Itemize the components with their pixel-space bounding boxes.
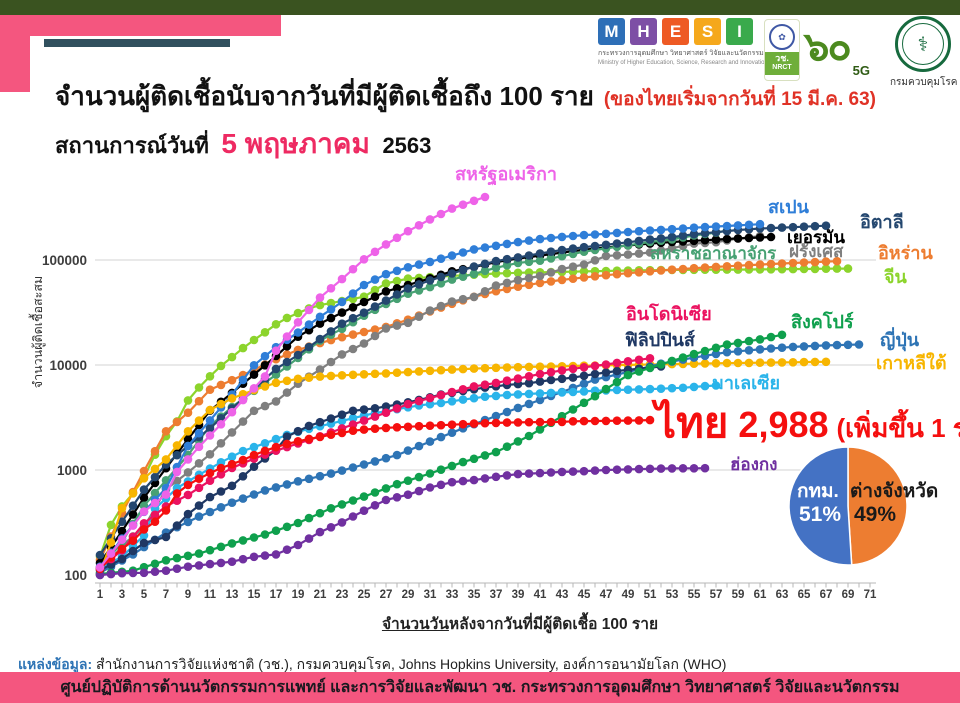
x-axis-title: จำนวนวันหลังจากวันที่มีผู้ติดเชื้อ 100 ร… [300, 611, 740, 636]
subtitle-year: 2563 [382, 133, 432, 158]
pie-label-bkk: กทม. [797, 481, 839, 502]
country-label-china: จีน [884, 267, 907, 287]
country-label-japan: ญี่ปุ่น [880, 330, 920, 350]
top-green-bar [0, 0, 960, 15]
footer-bar: ศูนย์ปฏิบัติการด้านนวัตกรรมการแพทย์ และก… [0, 672, 960, 703]
country-label-uk: สหราชอาณาจักร [650, 244, 777, 263]
pie-chart [786, 444, 910, 568]
page-title-note: (ของไทยเริ่มจากวันที่ 15 มี.ค. 63) [603, 89, 877, 110]
country-label-singapore: สิงคโปร์ [791, 312, 854, 332]
source-label: แหล่งข้อมูล: [18, 656, 93, 672]
footer-text: ศูนย์ปฏิบัติการด้านนวัตกรรมการแพทย์ และก… [60, 679, 900, 696]
nrct-logo: ✿ วช. NRCT [764, 19, 800, 81]
mhesi-letter-i: I [726, 18, 753, 45]
mhesi-letter-s: S [694, 18, 721, 45]
subtitle-row: สถานการณ์วันที่ 5 พฤษภาคม 2563 [55, 122, 431, 166]
ddc-logo: ⚕ กรมควบคุมโรค [890, 16, 958, 90]
pie-value-provinces: 49% [854, 503, 897, 526]
source-text: สำนักงานการวิจัยแห่งชาติ (วช.), กรมควบคุ… [92, 656, 727, 672]
country-label-france: ฝรั่งเศส [789, 242, 844, 261]
nrct-line2: NRCT [772, 63, 792, 71]
mhesi-caption-th: กระทรวงการอุดมศึกษา วิทยาศาสตร์ วิจัยและ… [598, 50, 764, 57]
country-label-korea: เกาหลีใต้ [876, 353, 947, 373]
ddc-emblem-circle: ⚕ [895, 16, 951, 72]
country-label-malaysia: มาเลเซีย [712, 373, 781, 393]
x-axis-title-underlined: จำนวนวัน [381, 616, 449, 633]
nrct-emblem-icon: ✿ [769, 24, 795, 50]
pie-svg [788, 446, 908, 566]
page-title-row: จำนวนผู้ติดเชื้อนับจากวันที่มีผู้ติดเชื้… [55, 76, 876, 117]
mhesi-letter-e: E [662, 18, 689, 45]
ddc-caption: กรมควบคุมโรค [890, 77, 958, 88]
country-label-iran: อิหร่าน [878, 243, 933, 263]
thailand-note: (เพิ่มขึ้น 1 ราย) [836, 413, 960, 443]
teal-accent-bar [44, 39, 230, 47]
sixty-5g-tag: 5G [852, 63, 870, 78]
country-label-hongkong: ฮ่องกง [730, 455, 778, 474]
subtitle-date: 5 พฤษภาคม [221, 128, 370, 159]
nrct-line1: วช. [775, 53, 789, 63]
source-line: แหล่งข้อมูล: สำนักงานการวิจัยแห่งชาติ (ว… [18, 654, 726, 676]
nrct-band: วช. NRCT [765, 52, 799, 75]
mhesi-letter-m: M [598, 18, 625, 45]
thailand-name: ไทย [655, 399, 729, 446]
y-axis-title: จำนวนผู้ติดเชื้อสะสม [31, 275, 45, 389]
sixty-numerals: ๖๐ [804, 25, 852, 69]
country-label-usa: สหรัฐอเมริกา [455, 164, 557, 184]
caduceus-icon: ⚕ [902, 23, 944, 65]
x-axis-title-rest: หลังจากวันที่มีผู้ติดเชื้อ 100 ราย [448, 616, 659, 633]
subtitle-prefix: สถานการณ์วันที่ [55, 133, 209, 158]
page-title: จำนวนผู้ติดเชื้อนับจากวันที่มีผู้ติดเชื้… [55, 81, 594, 111]
country-label-indonesia: อินโดนิเซีย [626, 304, 712, 324]
country-label-germany: เยอรมัน [787, 228, 845, 247]
pie-slice-bkk [788, 446, 853, 566]
pie-value-bkk: 51% [799, 503, 842, 526]
country-label-italy: อิตาลี [860, 212, 904, 232]
mhesi-letter-h: H [630, 18, 657, 45]
country-label-spain: สเปน [768, 197, 809, 217]
thailand-value: 2,988 [738, 404, 829, 445]
pie-slice-provinces [847, 446, 908, 566]
thailand-callout: ไทย 2,988 (เพิ่มขึ้น 1 ราย) [655, 390, 960, 456]
country-label-philippines: ฟิลิปปินส์ [625, 330, 695, 350]
pie-label-provinces: ต่างจังหวัด [850, 481, 939, 502]
mhesi-caption-en: Ministry of Higher Education, Science, R… [598, 60, 768, 66]
sixty-5g-logo: ๖๐ 5G [804, 20, 870, 80]
